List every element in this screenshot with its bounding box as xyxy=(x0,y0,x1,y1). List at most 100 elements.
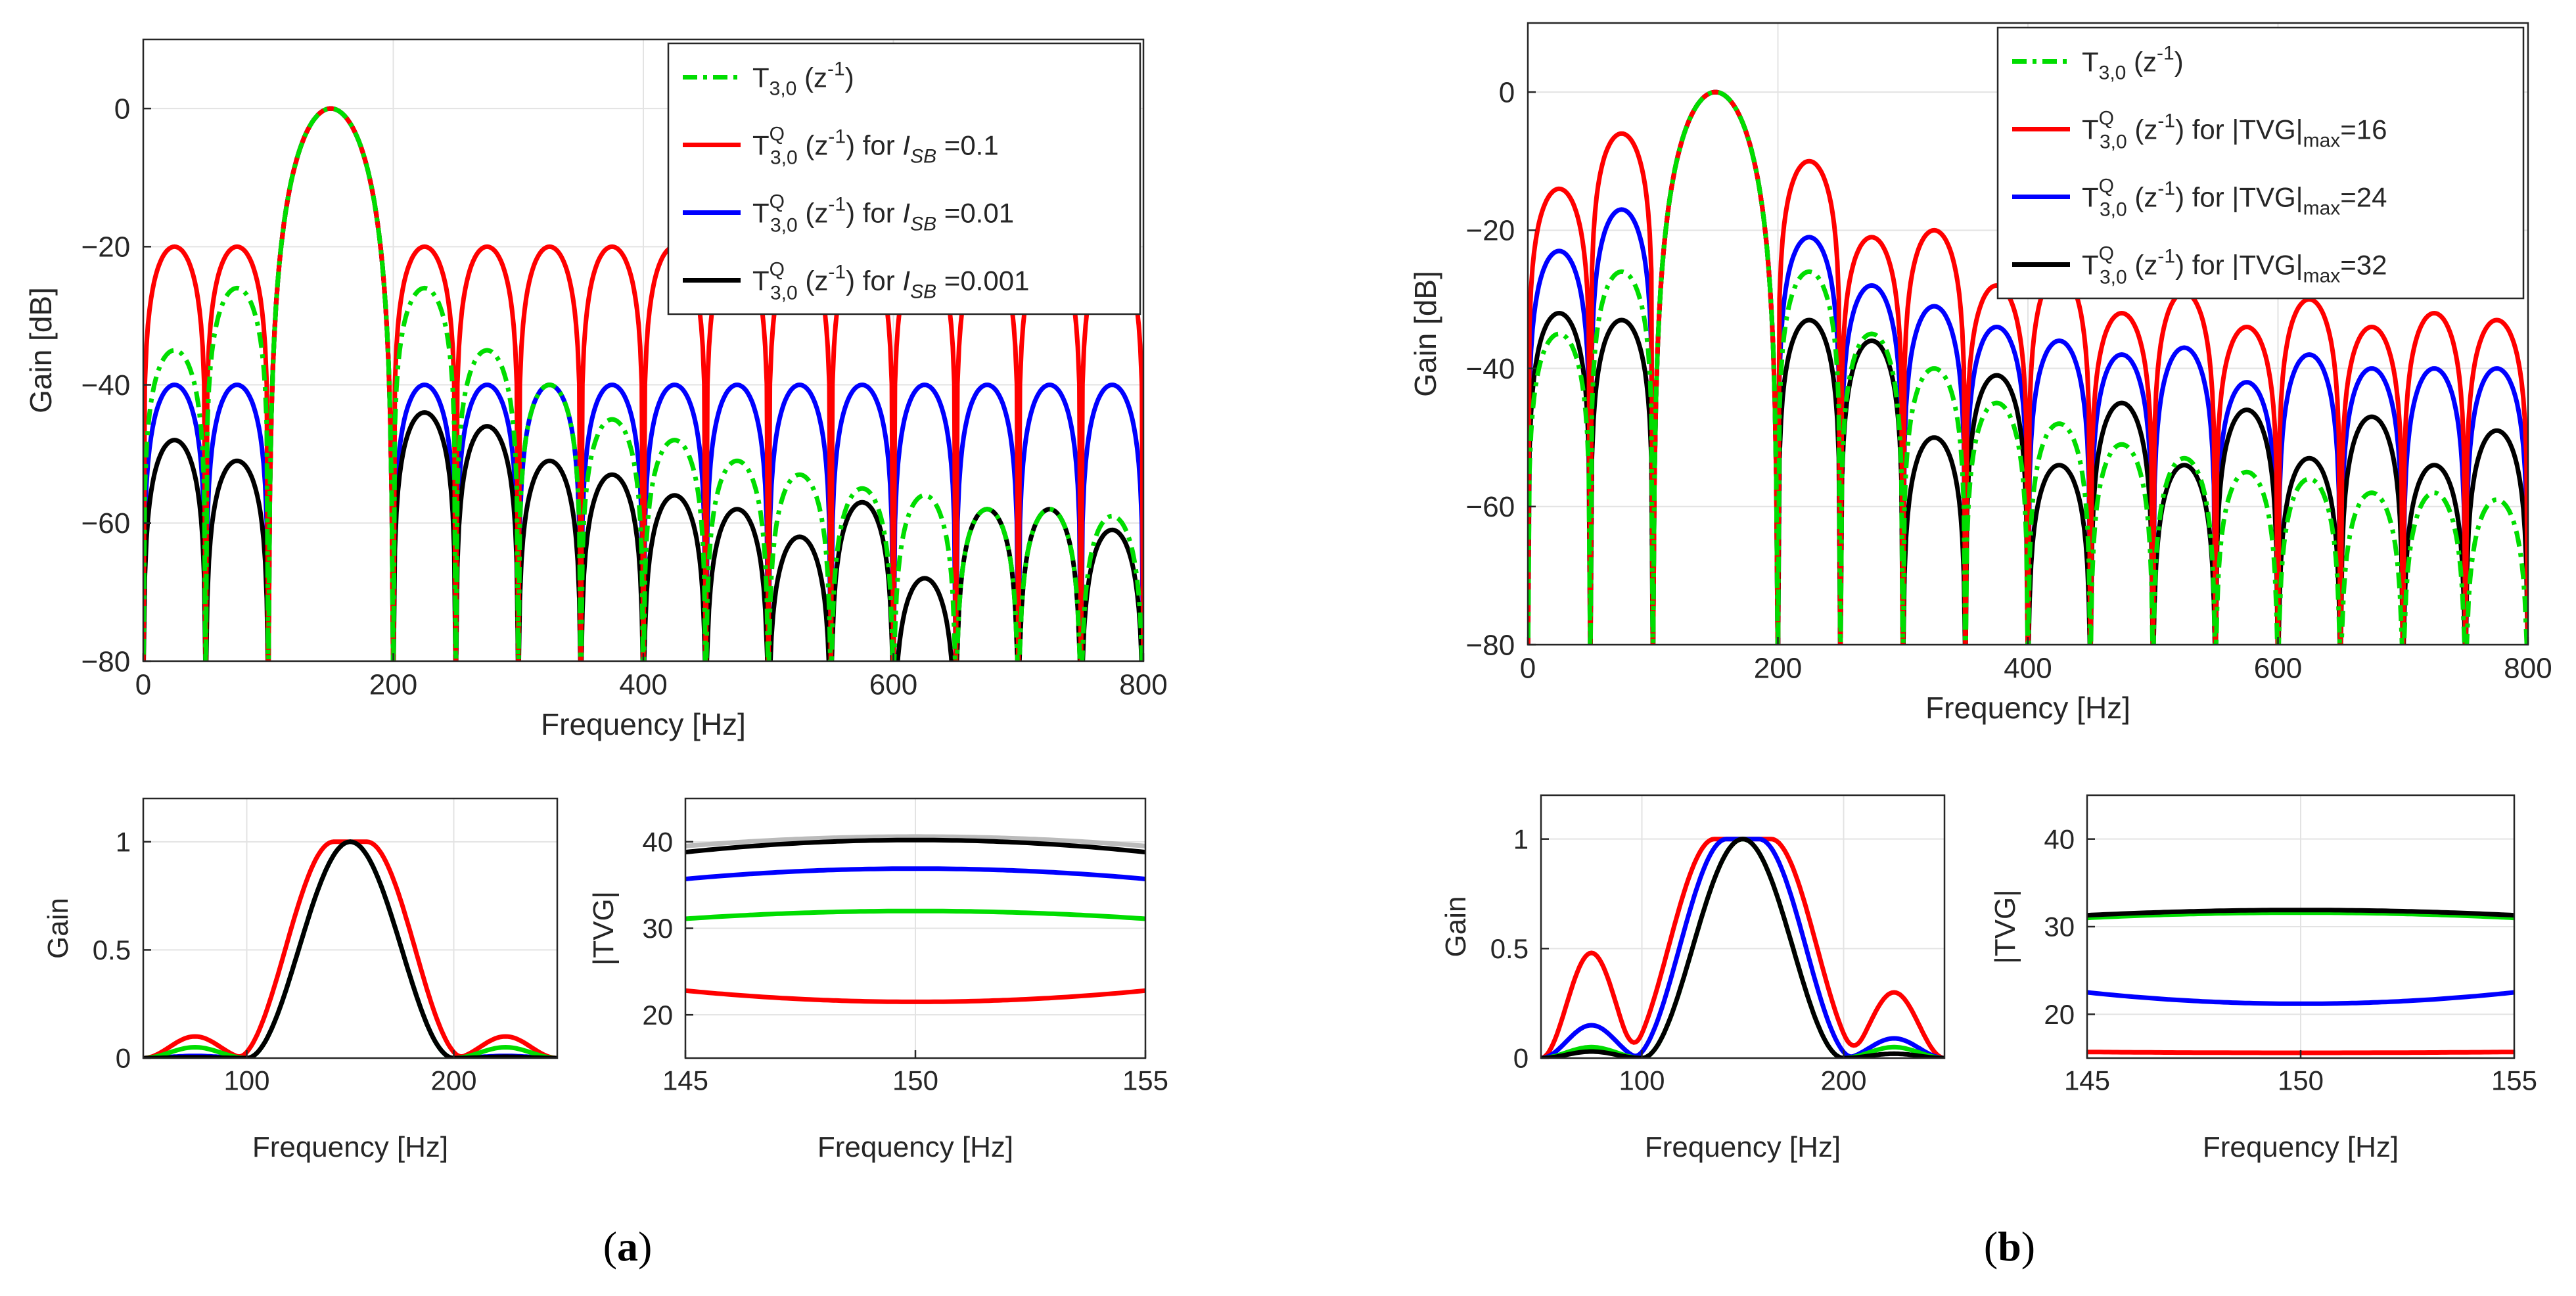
tvg-series-black xyxy=(2086,908,2515,918)
main-legend-label: TQ 3,0 (z-1) for |TVG|max=16 xyxy=(2082,108,2387,153)
tvg-y-axis-label: |TVG| xyxy=(587,891,620,965)
main-chart: 0 200 400 600 800 0 −20 −40 −60 −80 Frequency [Hz]… xyxy=(24,38,1168,741)
tvg-xtick-label: 145 xyxy=(2064,1065,2110,1096)
gain-y-axis-label: Gain xyxy=(42,898,74,959)
gain-inset-chart: 100 200 0 0.5 1 Frequency [Hz] Gain xyxy=(42,797,559,1163)
main-x-axis-label: Frequency [Hz] xyxy=(1925,691,2130,725)
main-ytick-label: −60 xyxy=(81,507,131,540)
main-ytick-label: −60 xyxy=(1466,491,1515,523)
gain-x-axis-label: Frequency [Hz] xyxy=(1645,1131,1841,1163)
tvg-inset-chart: 145 150 155 20 30 40 Frequency [Hz] |TVG| xyxy=(1989,794,2537,1163)
gain-series-group xyxy=(1541,837,1944,1058)
main-ytick-label: −20 xyxy=(1466,215,1515,247)
main-y-axis-label: Gain [dB] xyxy=(1408,271,1442,397)
main-legend-label: T3,0 (z-1) xyxy=(2082,43,2184,84)
main-legend-entry: T3,0 (z-1) xyxy=(683,58,854,100)
main-legend-entry: TQ 3,0 (z-1) for ISB =0.01 xyxy=(683,191,1014,237)
series-line-T3-0 xyxy=(1528,89,2528,645)
main-xtick-label: 0 xyxy=(1520,653,1536,685)
gain-xtick-label: 100 xyxy=(1619,1065,1665,1096)
tvg-xtick-label: 155 xyxy=(2491,1065,2537,1096)
main-xtick-label: 200 xyxy=(369,669,417,701)
main-legend-label: TQ 3,0 (z-1) for |TVG|max=24 xyxy=(2082,175,2387,221)
tvg-series-green xyxy=(685,908,1146,921)
main-legend-box xyxy=(1996,26,2525,300)
main-series-group xyxy=(1528,89,2528,645)
tvg-ytick-label: 20 xyxy=(642,1000,673,1030)
gain-axes-box xyxy=(1540,794,1946,1059)
gain-xtick-label: 200 xyxy=(430,1065,476,1096)
tvg-x-axis-label: Frequency [Hz] xyxy=(817,1131,1013,1163)
tvg-y-axis-label: |TVG| xyxy=(1989,889,2021,963)
main-xtick-label: 200 xyxy=(1754,653,1802,685)
gain-ytick-label: 0 xyxy=(1513,1043,1529,1074)
gain-plot-area xyxy=(1541,795,1944,1058)
tvg-ytick-label: 40 xyxy=(642,827,673,858)
tvg-series-blue xyxy=(2086,990,2515,1006)
main-legend-label: TQ 3,0 (z-1) for ISB =0.1 xyxy=(752,124,999,169)
gain-ytick-label: 0.5 xyxy=(93,935,131,965)
gain-x-axis-label: Frequency [Hz] xyxy=(252,1131,448,1163)
main-legend-entry: TQ 3,0 (z-1) for ISB =0.1 xyxy=(683,124,999,169)
main-ytick-label: −40 xyxy=(81,369,131,402)
gain-xtick-label: 200 xyxy=(1820,1065,1866,1096)
gain-axes-box xyxy=(142,797,559,1059)
tvg-series-red xyxy=(685,988,1146,1004)
tvg-inset-chart: 145 150 155 20 30 40 Frequency [Hz] |TVG| xyxy=(587,797,1168,1163)
tvg-series-black xyxy=(685,837,1146,855)
main-legend-entry: T3,0 (z-1) xyxy=(2012,43,2184,84)
main-xtick-label: 400 xyxy=(2004,653,2052,685)
gain-plot-area xyxy=(143,798,557,1058)
main-ytick-label: 0 xyxy=(1499,77,1515,109)
main-legend-box xyxy=(667,42,1141,315)
main-y-axis-label: Gain [dB] xyxy=(24,287,58,413)
tvg-ytick-label: 20 xyxy=(2044,999,2075,1030)
tvg-xtick-label: 150 xyxy=(892,1065,938,1096)
tvg-series-grey xyxy=(685,834,1146,848)
panel-caption: (b) xyxy=(1984,1223,2035,1270)
gain-xtick-label: 100 xyxy=(223,1065,269,1096)
main-xtick-label: 600 xyxy=(2254,653,2302,685)
tvg-xtick-label: 145 xyxy=(662,1065,708,1096)
tvg-xtick-label: 150 xyxy=(2278,1065,2324,1096)
main-legend-label: TQ 3,0 (z-1) for ISB =0.01 xyxy=(752,191,1014,237)
main-legend-entry: TQ 3,0 (z-1) for ISB =0.001 xyxy=(683,259,1029,304)
main-ytick-label: −80 xyxy=(1466,629,1515,661)
main-legend-label: TQ 3,0 (z-1) for |TVG|max=32 xyxy=(2082,243,2387,289)
main-xtick-label: 800 xyxy=(1119,669,1167,701)
gain-ytick-label: 1 xyxy=(1513,823,1529,854)
main-legend-entry: TQ 3,0 (z-1) for |TVG|max=32 xyxy=(2012,243,2387,289)
main-xtick-label: 400 xyxy=(619,669,667,701)
main-xtick-label: 600 xyxy=(869,669,917,701)
tvg-series-blue xyxy=(685,866,1146,881)
main-legend-entry: TQ 3,0 (z-1) for |TVG|max=16 xyxy=(2012,108,2387,153)
tvg-x-axis-label: Frequency [Hz] xyxy=(2203,1131,2399,1163)
gain-ytick-label: 0.5 xyxy=(1490,933,1529,964)
main-legend-entry: TQ 3,0 (z-1) for |TVG|max=24 xyxy=(2012,175,2387,221)
main-ytick-label: −80 xyxy=(81,645,131,678)
gain-series-group xyxy=(143,839,557,1058)
main-ytick-label: −20 xyxy=(81,231,131,264)
main-x-axis-label: Frequency [Hz] xyxy=(541,707,746,741)
main-ytick-label: −40 xyxy=(1466,353,1515,385)
gain-ytick-label: 0 xyxy=(116,1043,131,1074)
panel-caption-label: (b) xyxy=(1984,1223,2035,1270)
gain-ytick-label: 1 xyxy=(116,827,131,858)
main-legend-label: T3,0 (z-1) xyxy=(752,58,854,100)
gain-series-black xyxy=(1541,837,1944,1058)
main-ytick-label: 0 xyxy=(114,93,130,126)
tvg-ytick-label: 40 xyxy=(2044,823,2075,854)
main-legend-label: TQ 3,0 (z-1) for ISB =0.001 xyxy=(752,259,1029,304)
main-xtick-label: 0 xyxy=(135,669,151,701)
tvg-series-green xyxy=(2086,910,2515,921)
main-chart: 0 200 400 600 800 0 −20 −40 −60 −80 Frequency [Hz]… xyxy=(1408,22,2552,725)
panel-caption-label: (a) xyxy=(603,1223,653,1270)
panel-caption: (a) xyxy=(603,1223,653,1270)
tvg-ytick-label: 30 xyxy=(2044,912,2075,942)
gain-inset-chart: 100 200 0 0.5 1 Frequency [Hz] Gain xyxy=(1440,794,1946,1163)
gain-y-axis-label: Gain xyxy=(1440,896,1472,958)
tvg-xtick-label: 155 xyxy=(1122,1065,1168,1096)
